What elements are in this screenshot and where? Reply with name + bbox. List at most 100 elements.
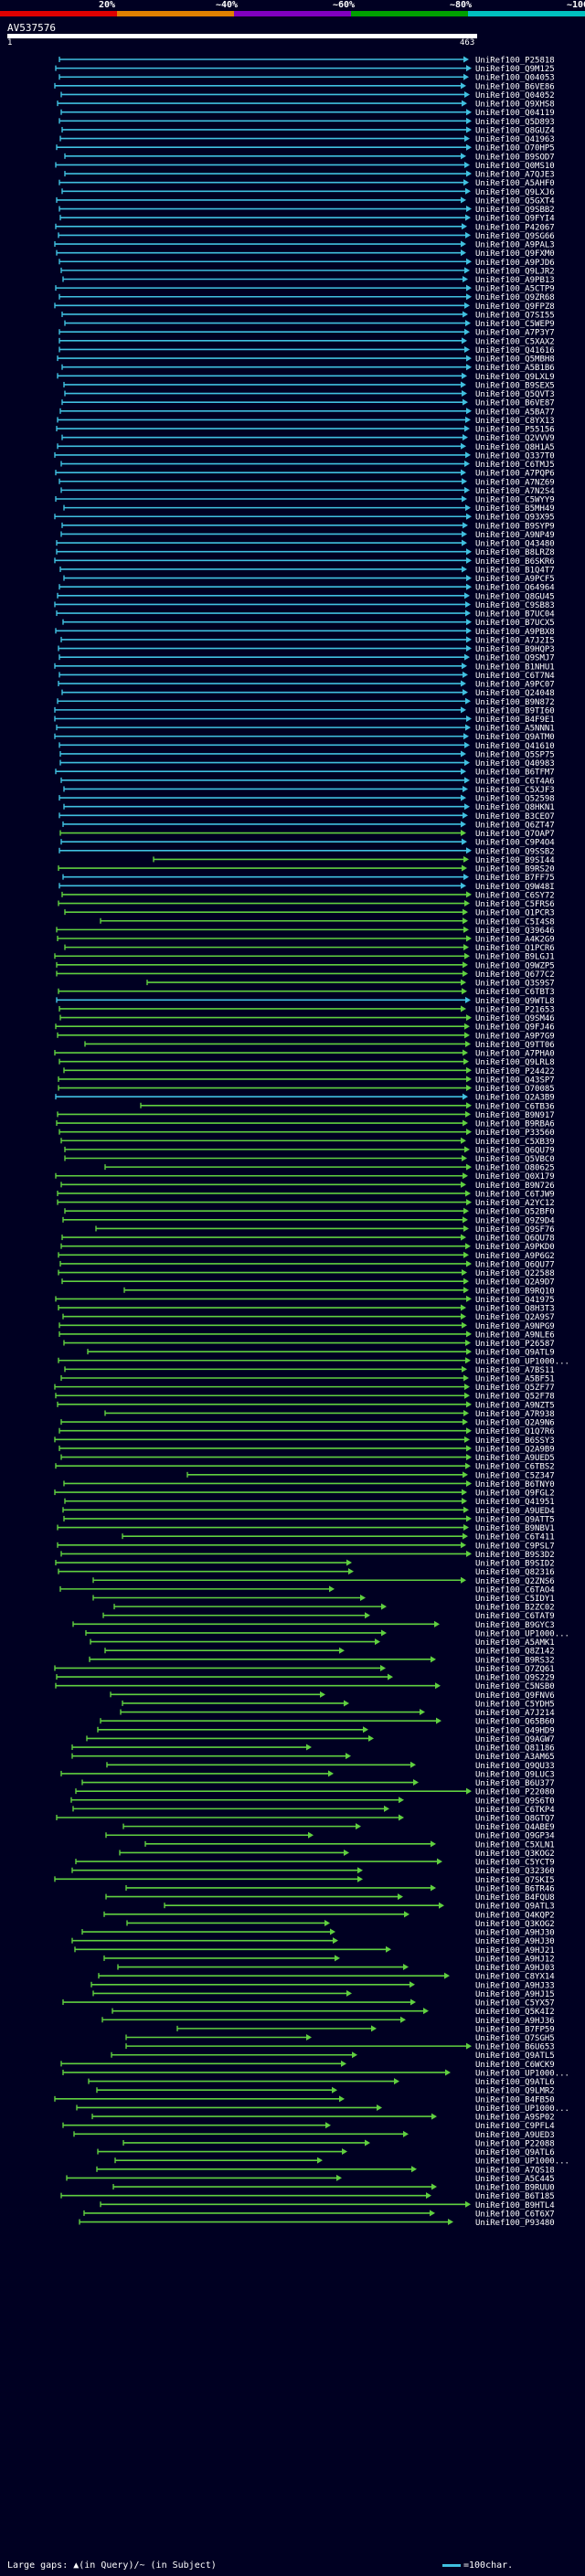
- hit-label[interactable]: UniRef100_Q9ATL6: [475, 2148, 555, 2157]
- hit-label[interactable]: UniRef100_Q9FGL2: [475, 1489, 555, 1499]
- hit-label[interactable]: UniRef100_B9LGJ1: [475, 953, 555, 962]
- hit-label[interactable]: UniRef100_A9HJ36: [475, 2017, 555, 2026]
- hit-label[interactable]: UniRef100_A9UED3: [475, 2131, 555, 2140]
- hit-label[interactable]: UniRef100_Q6ZT47: [475, 821, 555, 830]
- hit-label[interactable]: UniRef100_Q9ATT5: [475, 1515, 555, 1524]
- hit-label[interactable]: UniRef100_C9PSL7: [475, 1542, 555, 1551]
- hit-label[interactable]: UniRef100_C6T6X7: [475, 2210, 555, 2219]
- hit-label[interactable]: UniRef100_Q4ABE9: [475, 1823, 555, 1832]
- hit-label[interactable]: UniRef100_C5XAX2: [475, 337, 555, 346]
- hit-label[interactable]: UniRef100_C5XJF3: [475, 786, 555, 795]
- hit-label[interactable]: UniRef100_Q6QU79: [475, 1146, 555, 1155]
- hit-label[interactable]: UniRef100_A5NNN1: [475, 725, 555, 734]
- hit-label[interactable]: UniRef100_B9SI44: [475, 856, 555, 865]
- hit-label[interactable]: UniRef100_C6TBS2: [475, 1463, 555, 1472]
- hit-label[interactable]: UniRef100_Q3KOG2: [475, 1850, 555, 1859]
- hit-label[interactable]: UniRef100_P42067: [475, 223, 555, 232]
- hit-label[interactable]: UniRef100_A5B1B6: [475, 364, 555, 373]
- hit-label[interactable]: UniRef100_B9N726: [475, 1182, 555, 1191]
- hit-label[interactable]: UniRef100_Q8Z142: [475, 1648, 555, 1657]
- hit-label[interactable]: UniRef100_B4FQU8: [475, 1893, 555, 1903]
- hit-label[interactable]: UniRef100_C6TBT3: [475, 988, 555, 997]
- hit-label[interactable]: UniRef100_Q9TT06: [475, 1041, 555, 1050]
- hit-label[interactable]: UniRef100_B9TI60: [475, 706, 555, 716]
- hit-label[interactable]: UniRef100_B6U377: [475, 1779, 555, 1788]
- hit-label[interactable]: UniRef100_Q6QU78: [475, 1235, 555, 1244]
- hit-label[interactable]: UniRef100_Q9LRL8: [475, 1058, 555, 1067]
- hit-label[interactable]: UniRef100_Q64964: [475, 584, 555, 593]
- hit-label[interactable]: UniRef100_A9PKD0: [475, 1243, 555, 1252]
- hit-label[interactable]: UniRef100_A7N2S4: [475, 487, 555, 496]
- hit-label[interactable]: UniRef100_Q8H1A5: [475, 443, 555, 452]
- hit-label[interactable]: UniRef100_Q1PCR3: [475, 909, 555, 918]
- hit-label[interactable]: UniRef100_O80625: [475, 1164, 555, 1173]
- hit-label[interactable]: UniRef100_B9RUU0: [475, 2184, 555, 2193]
- hit-label[interactable]: UniRef100_A9UED5: [475, 1454, 555, 1463]
- hit-label[interactable]: UniRef100_B5MH49: [475, 504, 555, 514]
- hit-label[interactable]: UniRef100_Q9WTL8: [475, 997, 555, 1006]
- hit-label[interactable]: UniRef100_Q5D893: [475, 118, 555, 127]
- hit-label[interactable]: UniRef100_A9NP49: [475, 531, 555, 540]
- hit-label[interactable]: UniRef100_B6T185: [475, 2192, 555, 2201]
- hit-label[interactable]: UniRef100_Q41951: [475, 1498, 555, 1507]
- hit-label[interactable]: UniRef100_B9SYP9: [475, 522, 555, 531]
- hit-label[interactable]: UniRef100_Q9S229: [475, 1674, 555, 1683]
- hit-label[interactable]: UniRef100_Q9ZR68: [475, 293, 555, 302]
- hit-label[interactable]: UniRef100_Q40983: [475, 759, 555, 769]
- hit-label[interactable]: UniRef100_C5YDH5: [475, 1700, 555, 1709]
- hit-label[interactable]: UniRef100_A7J2I5: [475, 636, 555, 645]
- hit-label[interactable]: UniRef100_Q04053: [475, 74, 555, 83]
- hit-label[interactable]: UniRef100_B6TFM7: [475, 769, 555, 778]
- hit-label[interactable]: UniRef100_C5NSB0: [475, 1682, 555, 1691]
- hit-label[interactable]: UniRef100_Q9LXJ6: [475, 188, 555, 197]
- hit-label[interactable]: UniRef100_C5IDY1: [475, 1595, 555, 1604]
- hit-label[interactable]: UniRef100_C5WYY9: [475, 496, 555, 505]
- hit-label[interactable]: UniRef100_Q9FNV6: [475, 1691, 555, 1701]
- hit-label[interactable]: UniRef100_B9RQ10: [475, 1287, 555, 1296]
- hit-label[interactable]: UniRef100_Q5QVT3: [475, 390, 555, 399]
- hit-label[interactable]: UniRef100_C5WEP9: [475, 320, 555, 329]
- hit-label[interactable]: UniRef100_A9PCF5: [475, 575, 555, 584]
- hit-label[interactable]: UniRef100_O70HP5: [475, 144, 555, 154]
- hit-label[interactable]: UniRef100_UP1000...: [475, 1629, 569, 1638]
- hit-label[interactable]: UniRef100_A9HJ15: [475, 1990, 555, 1999]
- hit-label[interactable]: UniRef100_Q6QU77: [475, 1260, 555, 1269]
- hit-label[interactable]: UniRef100_UP1000...: [475, 2157, 569, 2167]
- hit-label[interactable]: UniRef100_A9NLE6: [475, 1330, 555, 1340]
- hit-label[interactable]: UniRef100_Q43SP7: [475, 1076, 555, 1085]
- hit-label[interactable]: UniRef100_A9HJ21: [475, 1946, 555, 1956]
- hit-label[interactable]: UniRef100_A9NZT5: [475, 1401, 555, 1410]
- hit-label[interactable]: UniRef100_P22080: [475, 1788, 555, 1797]
- hit-label[interactable]: UniRef100_Q5GXT4: [475, 196, 555, 206]
- hit-label[interactable]: UniRef100_Q9WZP5: [475, 961, 555, 970]
- hit-label[interactable]: UniRef100_B4FB50: [475, 2095, 555, 2104]
- hit-label[interactable]: UniRef100_B9HTL4: [475, 2201, 555, 2210]
- hit-label[interactable]: UniRef100_C9P4O4: [475, 839, 555, 848]
- hit-label[interactable]: UniRef100_B9RBA6: [475, 1120, 555, 1129]
- hit-label[interactable]: UniRef100_A9PC07: [475, 681, 555, 690]
- hit-label[interactable]: UniRef100_B2ZC02: [475, 1604, 555, 1613]
- hit-label[interactable]: UniRef100_C6T7N4: [475, 672, 555, 681]
- hit-label[interactable]: UniRef100_Q65B60: [475, 1718, 555, 1727]
- hit-label[interactable]: UniRef100_B9S3D2: [475, 1551, 555, 1560]
- hit-label[interactable]: UniRef100_A7PHA0: [475, 1050, 555, 1059]
- hit-label[interactable]: UniRef100_Q41616: [475, 346, 555, 355]
- hit-label[interactable]: UniRef100_Q2A9N6: [475, 1419, 555, 1428]
- hit-label[interactable]: UniRef100_C6T4A6: [475, 777, 555, 786]
- hit-label[interactable]: UniRef100_Q9M125: [475, 65, 555, 74]
- hit-label[interactable]: UniRef100_UP1000...: [475, 2104, 569, 2114]
- hit-label[interactable]: UniRef100_Q9FXM0: [475, 249, 555, 259]
- hit-label[interactable]: UniRef100_B6VE87: [475, 399, 555, 408]
- hit-label[interactable]: UniRef100_B6TNY0: [475, 1480, 555, 1489]
- hit-label[interactable]: UniRef100_A9HJ12: [475, 1955, 555, 1964]
- hit-label[interactable]: UniRef100_C6TB36: [475, 1102, 555, 1111]
- hit-label[interactable]: UniRef100_C8YX14: [475, 1973, 555, 1982]
- hit-label[interactable]: UniRef100_Q9LUC3: [475, 1770, 555, 1779]
- hit-label[interactable]: UniRef100_A9HJ03: [475, 1964, 555, 1973]
- hit-label[interactable]: UniRef100_O70085: [475, 1085, 555, 1094]
- hit-label[interactable]: UniRef100_Q52598: [475, 795, 555, 804]
- hit-label[interactable]: UniRef100_A7QS18: [475, 2166, 555, 2175]
- hit-label[interactable]: UniRef100_Q9LJR2: [475, 267, 555, 276]
- hit-label[interactable]: UniRef100_Q8H3T3: [475, 1305, 555, 1314]
- hit-label[interactable]: UniRef100_C5YCT9: [475, 1859, 555, 1868]
